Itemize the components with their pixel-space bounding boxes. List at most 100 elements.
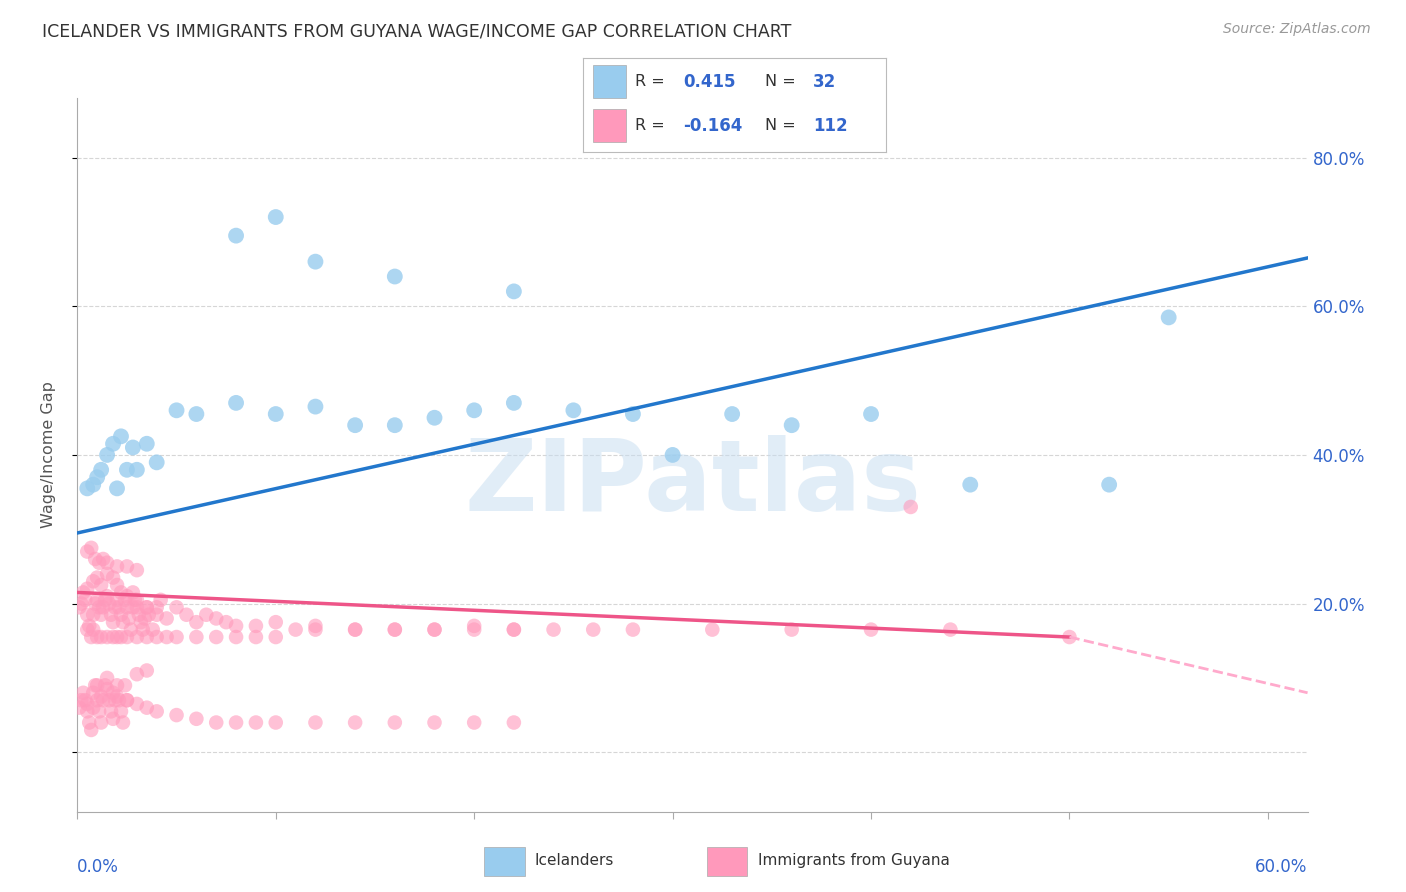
Text: Icelanders: Icelanders bbox=[534, 854, 614, 868]
Text: 60.0%: 60.0% bbox=[1256, 858, 1308, 876]
Point bbox=[76, 623, 98, 637]
Point bbox=[82, 477, 104, 491]
Point bbox=[125, 697, 148, 711]
Point bbox=[156, 630, 179, 644]
Point bbox=[166, 403, 188, 417]
Point bbox=[94, 678, 117, 692]
Point bbox=[721, 407, 744, 421]
Point bbox=[245, 715, 267, 730]
Point bbox=[344, 623, 367, 637]
Point bbox=[149, 592, 172, 607]
Point bbox=[135, 600, 157, 615]
Point bbox=[245, 630, 267, 644]
Point bbox=[70, 693, 93, 707]
Text: 32: 32 bbox=[813, 73, 837, 91]
Point bbox=[105, 559, 128, 574]
Point bbox=[105, 482, 128, 496]
Text: Source: ZipAtlas.com: Source: ZipAtlas.com bbox=[1223, 22, 1371, 37]
Bar bbox=[484, 847, 524, 876]
Point bbox=[76, 607, 98, 622]
Point bbox=[101, 630, 124, 644]
Point bbox=[76, 582, 98, 596]
Point bbox=[1098, 477, 1121, 491]
Point bbox=[284, 623, 307, 637]
Point bbox=[304, 623, 326, 637]
Point bbox=[900, 500, 922, 514]
Point bbox=[582, 623, 605, 637]
Point bbox=[86, 630, 108, 644]
Point bbox=[463, 403, 485, 417]
Point bbox=[225, 228, 247, 243]
Point bbox=[101, 686, 124, 700]
Point bbox=[423, 410, 446, 425]
Text: ZIPatlas: ZIPatlas bbox=[464, 435, 921, 532]
Point bbox=[156, 611, 179, 625]
Point bbox=[661, 448, 683, 462]
Point bbox=[114, 678, 136, 692]
Point bbox=[90, 607, 112, 622]
Point bbox=[344, 418, 367, 433]
Point bbox=[115, 600, 138, 615]
Point bbox=[105, 630, 128, 644]
Bar bbox=[592, 65, 626, 98]
Text: R =: R = bbox=[636, 119, 669, 134]
Point bbox=[124, 592, 146, 607]
Point bbox=[110, 585, 132, 599]
Point bbox=[84, 552, 107, 566]
Point bbox=[304, 715, 326, 730]
Point bbox=[96, 589, 118, 603]
Point bbox=[502, 715, 524, 730]
Point bbox=[128, 607, 150, 622]
Point bbox=[115, 559, 138, 574]
Point bbox=[96, 566, 118, 581]
Point bbox=[225, 630, 247, 644]
Point bbox=[72, 585, 94, 599]
Point bbox=[115, 693, 138, 707]
Point bbox=[132, 623, 155, 637]
Point bbox=[502, 623, 524, 637]
Point bbox=[118, 611, 141, 625]
Point bbox=[110, 630, 132, 644]
Point bbox=[384, 269, 406, 284]
Point bbox=[76, 697, 98, 711]
Point bbox=[145, 630, 167, 644]
Point bbox=[264, 210, 287, 224]
Point bbox=[145, 600, 167, 615]
Point bbox=[67, 600, 90, 615]
Point bbox=[110, 705, 132, 719]
Point bbox=[225, 396, 247, 410]
Point bbox=[82, 623, 104, 637]
Point bbox=[67, 700, 90, 714]
Point bbox=[122, 441, 145, 455]
Point bbox=[84, 678, 107, 692]
Point bbox=[463, 715, 485, 730]
Point bbox=[125, 563, 148, 577]
Point bbox=[122, 585, 145, 599]
Point bbox=[101, 712, 124, 726]
Point bbox=[125, 600, 148, 615]
Point bbox=[384, 623, 406, 637]
Point bbox=[101, 571, 124, 585]
Point bbox=[91, 552, 114, 566]
Point bbox=[125, 463, 148, 477]
Point bbox=[264, 407, 287, 421]
Point bbox=[86, 592, 108, 607]
Point bbox=[264, 630, 287, 644]
Point bbox=[423, 623, 446, 637]
Text: ICELANDER VS IMMIGRANTS FROM GUYANA WAGE/INCOME GAP CORRELATION CHART: ICELANDER VS IMMIGRANTS FROM GUYANA WAGE… bbox=[42, 22, 792, 40]
Point bbox=[304, 400, 326, 414]
Point bbox=[135, 630, 157, 644]
Point bbox=[100, 705, 122, 719]
Point bbox=[82, 700, 104, 714]
Point bbox=[82, 607, 104, 622]
Point bbox=[502, 623, 524, 637]
Point bbox=[166, 600, 188, 615]
Point bbox=[145, 705, 167, 719]
Point bbox=[1157, 310, 1180, 325]
Point bbox=[90, 578, 112, 592]
Point bbox=[860, 623, 883, 637]
Point bbox=[423, 715, 446, 730]
Point bbox=[90, 715, 112, 730]
Point bbox=[125, 667, 148, 681]
Point bbox=[105, 678, 128, 692]
